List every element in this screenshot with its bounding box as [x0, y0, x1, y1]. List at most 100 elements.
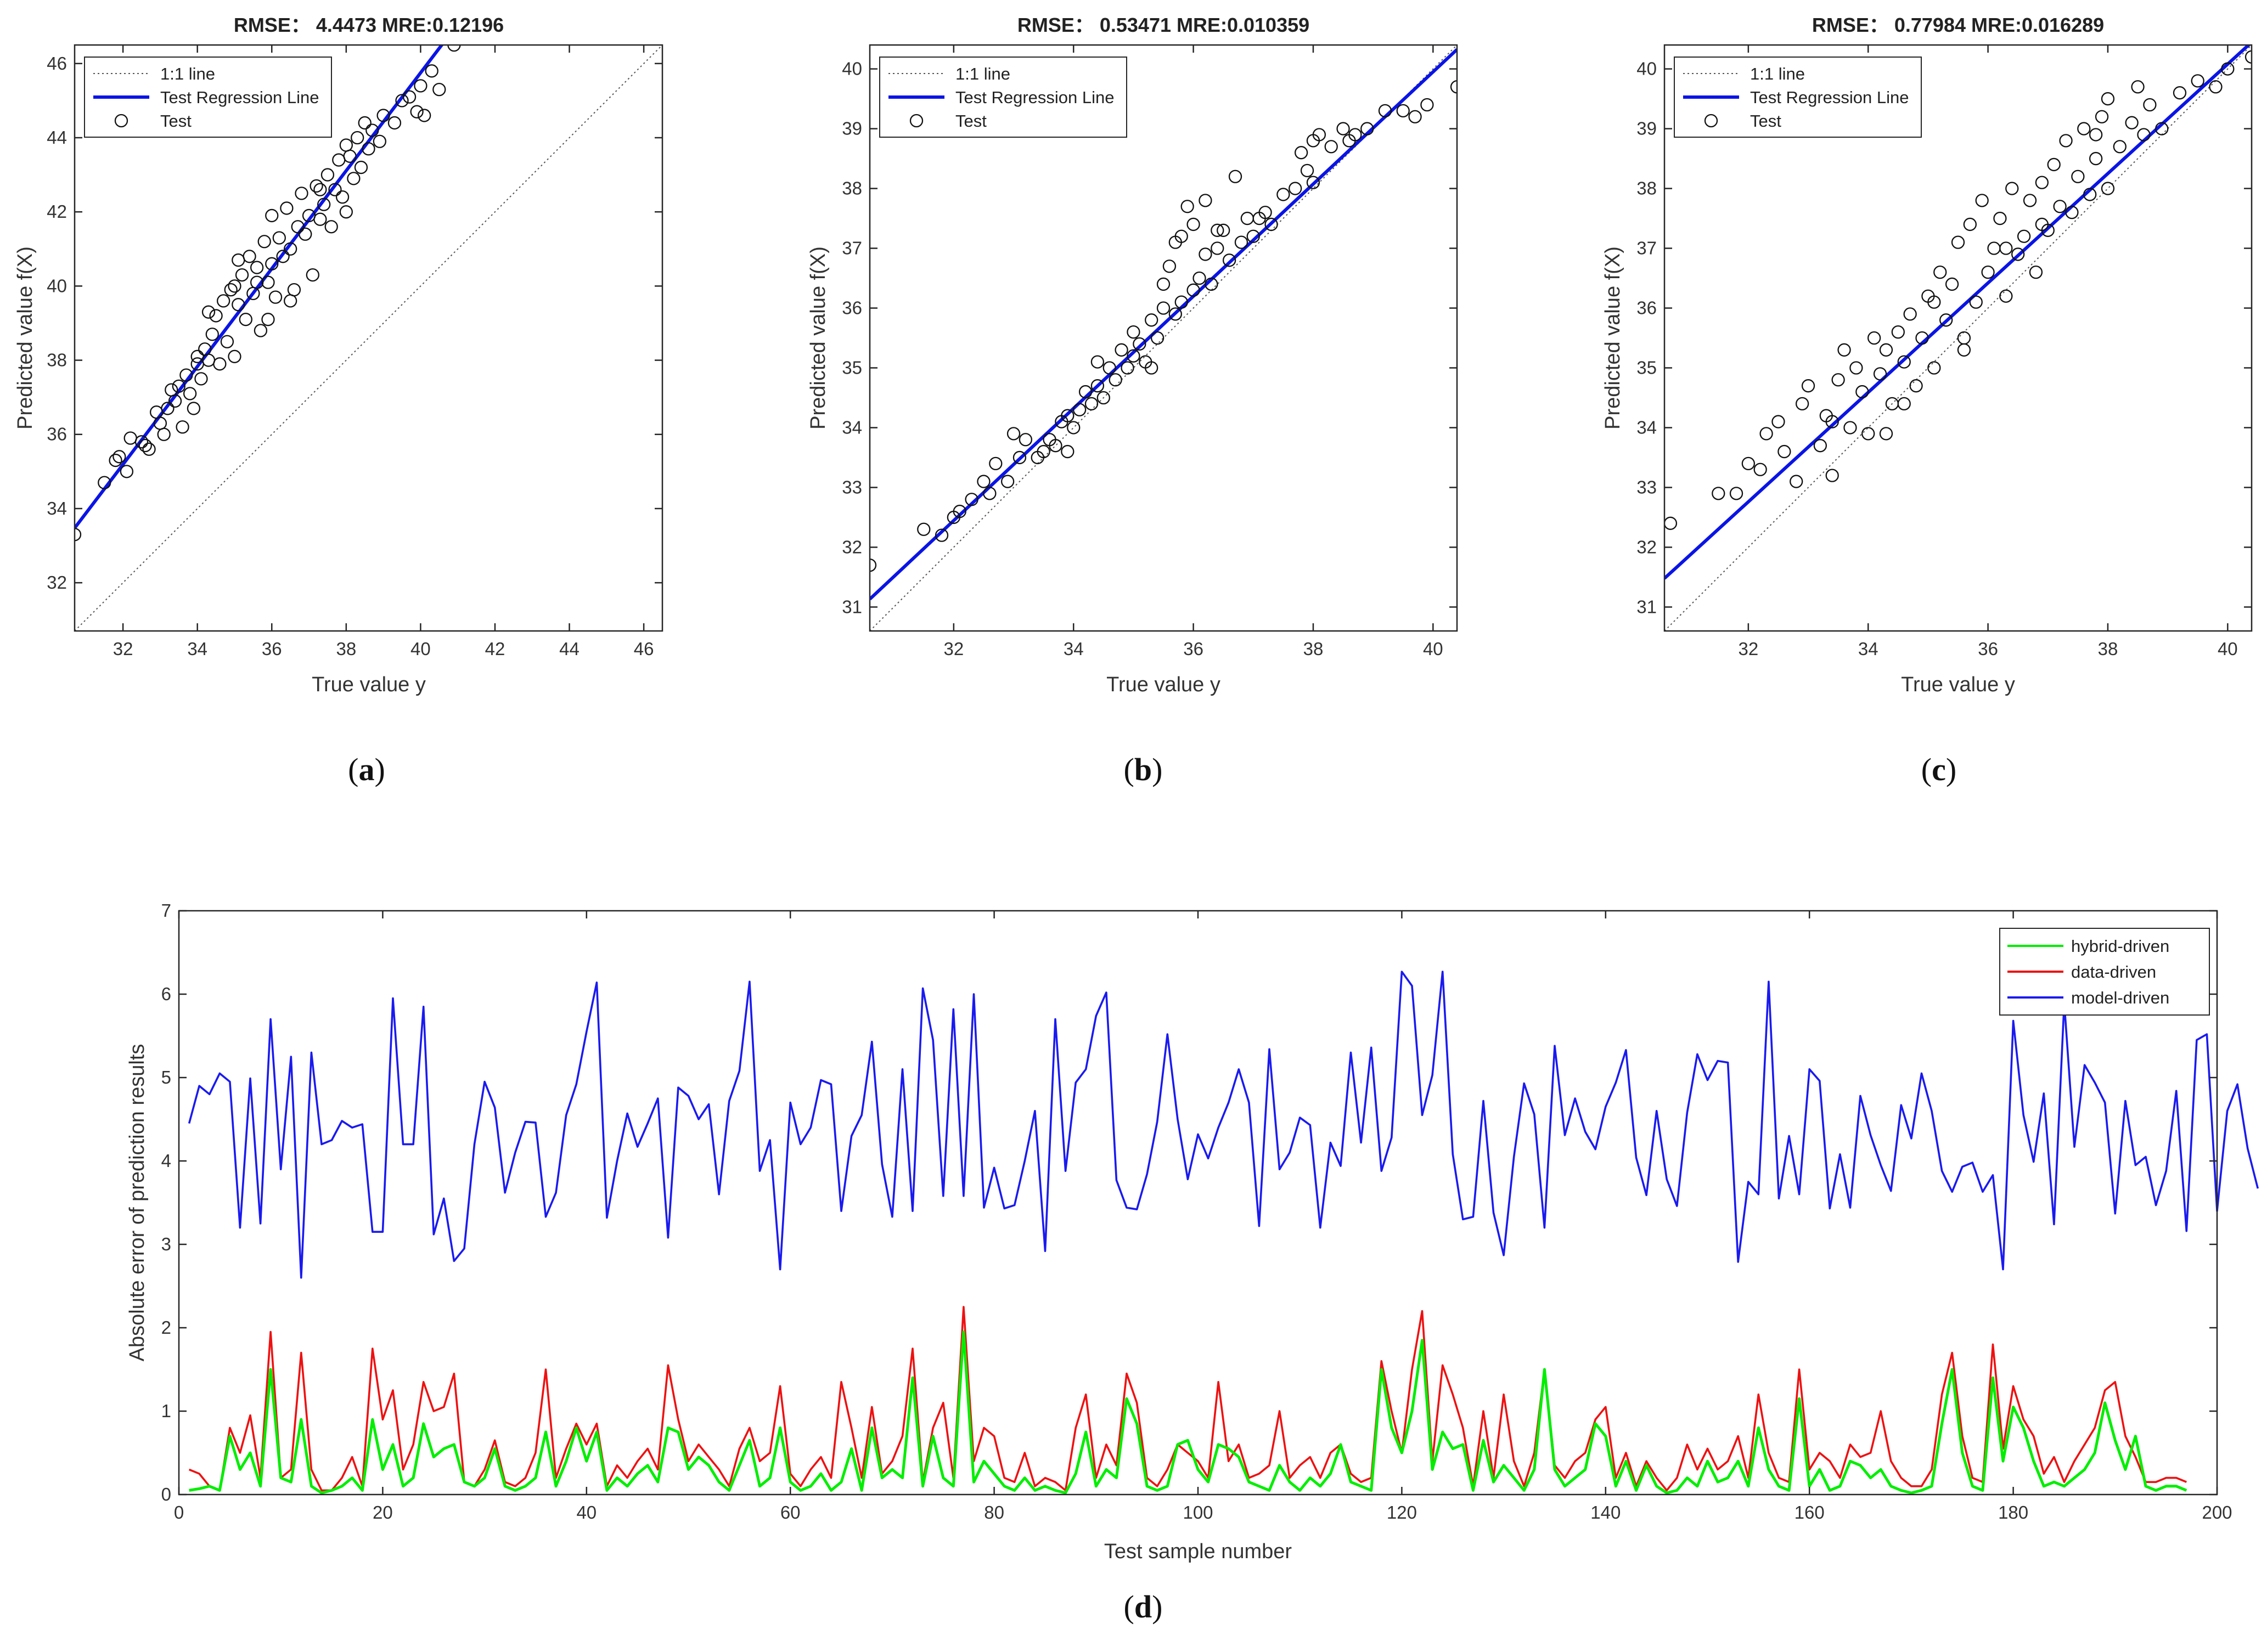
data-point	[2029, 265, 2043, 279]
data-point	[228, 279, 241, 293]
x-tick-label: 32	[1738, 639, 1758, 659]
data-point	[165, 383, 178, 397]
data-point	[1186, 217, 1200, 232]
data-point	[965, 493, 978, 506]
data-point	[1831, 373, 1845, 387]
series-line-hybrid-driven	[189, 1330, 2187, 1495]
y-tick-label: 33	[1636, 477, 1657, 497]
data-point	[228, 349, 241, 363]
data-point	[2083, 188, 2097, 201]
data-point	[306, 268, 319, 282]
data-point	[2035, 217, 2049, 232]
data-point	[1168, 235, 1182, 249]
data-point	[1879, 343, 1893, 357]
data-point	[2071, 170, 2085, 183]
x-tick-label: 32	[113, 639, 133, 659]
data-point	[1825, 469, 1839, 482]
data-point	[1246, 229, 1260, 243]
data-point	[1336, 122, 1350, 136]
y-tick-label: 31	[842, 596, 862, 617]
axes-frame	[869, 44, 1458, 632]
data-point	[2005, 182, 2019, 195]
legend: 1:1 line Test Regression Line Test	[84, 57, 332, 138]
axes-frame	[74, 44, 663, 632]
panel-a-xlabel: True value y	[312, 673, 426, 696]
data-point	[935, 528, 949, 542]
data-point	[1102, 361, 1116, 375]
data-point	[1211, 223, 1224, 237]
panel-b-title: RMSE： 0.53471 MRE:0.010359	[1017, 14, 1309, 36]
data-point	[335, 190, 350, 204]
data-point	[295, 187, 308, 200]
data-point	[1289, 182, 1302, 195]
x-tick-label: 34	[1064, 639, 1084, 659]
data-point	[1963, 217, 1977, 232]
data-point	[1019, 433, 1033, 447]
data-point	[1975, 194, 1989, 207]
plot-area	[870, 45, 1457, 631]
data-point	[2065, 205, 2079, 219]
x-tick-label: 46	[634, 639, 654, 659]
scatter-panel-c: RMSE： 0.77984 MRE:0.016289 True value y …	[1601, 14, 2253, 787]
data-point	[1306, 176, 1320, 189]
y-tick-label: 39	[1636, 119, 1657, 139]
x-tick-label: 38	[336, 639, 356, 659]
data-point	[1903, 307, 1917, 321]
data-point	[1897, 355, 1911, 369]
data-point	[1162, 260, 1177, 273]
x-tick-label: 40	[1423, 639, 1443, 659]
y-tick-label: 36	[842, 298, 862, 318]
data-point	[250, 261, 264, 274]
data-point	[201, 305, 216, 319]
data-point	[2059, 134, 2073, 148]
data-point	[1790, 475, 1803, 488]
legend: hybrid-driven data-driven model-driven	[1999, 928, 2210, 1016]
data-point	[142, 442, 156, 456]
data-point	[1891, 325, 1905, 339]
data-point	[1759, 427, 1773, 441]
data-point	[347, 172, 361, 185]
y-tick-label: 37	[842, 238, 862, 258]
x-tick-label: 120	[1387, 1502, 1417, 1523]
x-tick-label: 80	[984, 1502, 1004, 1523]
data-point	[2035, 176, 2049, 189]
data-point	[1324, 140, 1338, 154]
y-tick-label: 46	[47, 53, 67, 74]
legend-label: hybrid-driven	[2071, 937, 2169, 956]
data-point	[2143, 98, 2157, 112]
data-point	[310, 179, 323, 193]
data-point	[1867, 331, 1881, 345]
data-point	[157, 427, 171, 441]
panel-d-xlabel: Test sample number	[1104, 1540, 1292, 1563]
panel-caption: (d)	[1124, 1589, 1163, 1625]
data-point	[1127, 349, 1140, 363]
data-point	[220, 335, 234, 348]
legend-label: model-driven	[2071, 988, 2169, 1007]
data-point	[257, 235, 271, 249]
x-tick-label: 0	[174, 1502, 184, 1523]
data-point	[339, 205, 353, 219]
legend-test-swatch	[1704, 114, 1718, 128]
legend-test-swatch	[114, 114, 128, 128]
data-point	[917, 522, 931, 536]
data-point	[250, 275, 264, 289]
data-point	[2053, 200, 2067, 213]
scatter-panel-b: RMSE： 0.53471 MRE:0.010359 True value y …	[807, 14, 1458, 787]
data-point	[395, 94, 409, 108]
data-point	[343, 149, 357, 163]
data-point	[2101, 92, 2115, 106]
data-point	[1729, 487, 1743, 500]
data-point	[138, 438, 152, 453]
data-point	[953, 504, 966, 518]
data-point	[1217, 223, 1230, 237]
data-point	[354, 160, 368, 174]
panel-d-ylabel: Absolute error of prediction results	[126, 1044, 149, 1362]
data-point	[2191, 74, 2204, 88]
axes-frame	[1663, 44, 2253, 632]
data-point	[1795, 397, 1809, 411]
panel-a-ylabel: Predicted value f(X)	[14, 246, 37, 430]
data-point	[265, 208, 279, 223]
y-tick-label: 33	[842, 477, 862, 497]
data-point	[1915, 331, 1929, 345]
